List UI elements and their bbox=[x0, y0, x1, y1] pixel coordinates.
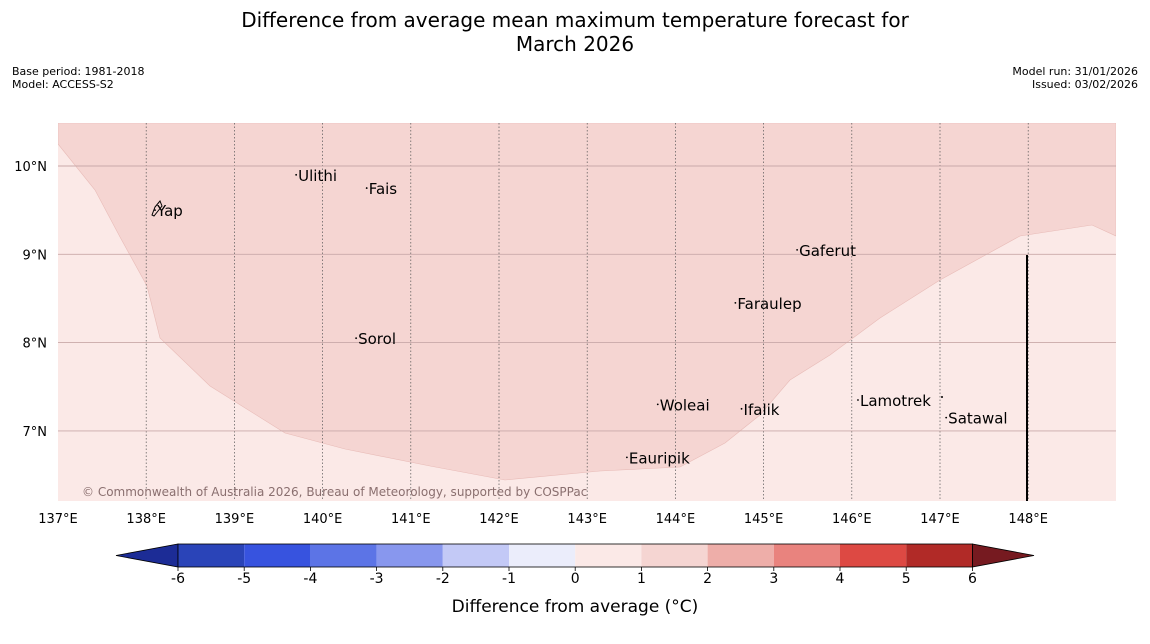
colorbar-extend-low bbox=[115, 543, 179, 568]
copyright-notice: © Commonwealth of Australia 2026, Bureau… bbox=[82, 485, 587, 499]
colorbar-label: Difference from average (°C) bbox=[452, 597, 699, 617]
colorbar-segment bbox=[840, 544, 907, 567]
place-label-gaferut: Gaferut bbox=[799, 242, 856, 260]
lon-tick-label: 143°E bbox=[567, 512, 607, 527]
island-marker bbox=[740, 407, 743, 410]
colorbar-segment bbox=[575, 544, 642, 567]
island-marker bbox=[941, 396, 943, 398]
colorbar-segment bbox=[707, 544, 774, 567]
colorbar-tick-label: -5 bbox=[237, 571, 251, 587]
lon-tick-label: 142°E bbox=[479, 512, 519, 527]
island-marker bbox=[796, 248, 799, 251]
lon-tick-label: 144°E bbox=[656, 512, 696, 527]
island-marker bbox=[734, 301, 737, 304]
island-marker bbox=[857, 399, 859, 401]
colorbar-tick-label: 6 bbox=[968, 571, 977, 587]
island-marker bbox=[295, 173, 298, 176]
place-label-ulithi: Ulithi bbox=[298, 167, 337, 185]
meta-right: Model run: 31/01/2026 Issued: 03/02/2026 bbox=[1012, 65, 1138, 91]
lon-tick-label: 140°E bbox=[303, 512, 343, 527]
lon-tick-label: 147°E bbox=[920, 512, 960, 527]
island-marker bbox=[365, 187, 368, 189]
lat-tick-label: 10°N bbox=[14, 160, 47, 175]
colorbar-tick-label: -1 bbox=[502, 571, 516, 587]
colorbar-tick-label: -2 bbox=[436, 571, 450, 587]
island-marker bbox=[625, 456, 628, 459]
lon-tick-label: 145°E bbox=[744, 512, 784, 527]
lon-tick-label: 148°E bbox=[1008, 512, 1048, 527]
place-label-woleai: Woleai bbox=[660, 396, 710, 414]
title-line-2: March 2026 bbox=[515, 32, 635, 56]
place-label-satawal: Satawal bbox=[948, 410, 1007, 428]
colorbar-segment bbox=[773, 544, 840, 567]
colorbar-segment bbox=[310, 544, 377, 567]
island-marker bbox=[355, 337, 358, 340]
island-marker bbox=[656, 403, 659, 406]
colorbar-tick-label: 0 bbox=[571, 571, 580, 587]
lon-tick-label: 139°E bbox=[215, 512, 255, 527]
colorbar-tick-label: -3 bbox=[370, 571, 384, 587]
model-name: Model: ACCESS-S2 bbox=[12, 78, 114, 91]
lat-tick-label: 9°N bbox=[23, 248, 48, 263]
place-label-ifalik: Ifalik bbox=[744, 401, 780, 419]
colorbar: -6 -5 -4 -3 -2 -1 0 1 2 3 4 5 6 bbox=[115, 543, 1035, 587]
colorbar-tick-label: 2 bbox=[703, 571, 712, 587]
place-label-fais: Fais bbox=[369, 180, 398, 198]
lon-tick-label: 146°E bbox=[832, 512, 872, 527]
place-label-sorol: Sorol bbox=[358, 330, 396, 348]
place-label-lamotrek: Lamotrek bbox=[860, 392, 931, 410]
title-line-1: Difference from average mean maximum tem… bbox=[241, 8, 909, 32]
colorbar-tick-label: 3 bbox=[769, 571, 778, 587]
colorbar-segment bbox=[509, 544, 576, 567]
colorbar-segment bbox=[442, 544, 509, 567]
colorbar-segment bbox=[906, 544, 973, 567]
colorbar-tick-label: -6 bbox=[171, 571, 185, 587]
longitude-axis: 137°E 138°E 139°E 140°E 141°E 142°E 143°E 144°E… bbox=[38, 512, 1048, 527]
colorbar-segment bbox=[178, 544, 245, 567]
yap-island-outline bbox=[151, 200, 163, 217]
lon-tick-label: 141°E bbox=[391, 512, 431, 527]
island-marker bbox=[154, 209, 156, 212]
place-label-yap: Yap bbox=[156, 202, 183, 220]
place-label-faraulep: Faraulep bbox=[737, 295, 801, 313]
colorbar-segment bbox=[641, 544, 708, 567]
lon-tick-label: 137°E bbox=[38, 512, 78, 527]
issued-date: Issued: 03/02/2026 bbox=[1031, 78, 1138, 91]
chart-title: Difference from average mean maximum tem… bbox=[0, 8, 1150, 56]
grid-lines bbox=[58, 123, 1116, 501]
colorbar-tick-label: 4 bbox=[836, 571, 845, 587]
place-label-eauripik: Eauripik bbox=[629, 449, 690, 467]
colorbar-segment bbox=[244, 544, 311, 567]
base-period: Base period: 1981-2018 bbox=[12, 65, 145, 78]
lat-tick-label: 7°N bbox=[23, 425, 48, 440]
colorbar-tick-label: 5 bbox=[902, 571, 911, 587]
meta-left: Base period: 1981-2018 Model: ACCESS-S2 bbox=[12, 65, 144, 91]
island-marker bbox=[945, 416, 948, 419]
place-labels: Yap Ulithi Fais Gaferut Faraulep Sorol Lamotre… bbox=[154, 167, 1008, 467]
colorbar-segment bbox=[376, 544, 443, 567]
colorbar-tick-label: 1 bbox=[637, 571, 646, 587]
latitude-axis: 10°N 9°N 8°N 7°N bbox=[14, 160, 47, 440]
model-run: Model run: 31/01/2026 bbox=[1012, 65, 1138, 78]
colorbar-extend-high bbox=[972, 543, 1035, 568]
lon-tick-label: 138°E bbox=[126, 512, 166, 527]
lat-tick-label: 8°N bbox=[23, 337, 48, 352]
colorbar-tick-label: -4 bbox=[303, 571, 317, 587]
